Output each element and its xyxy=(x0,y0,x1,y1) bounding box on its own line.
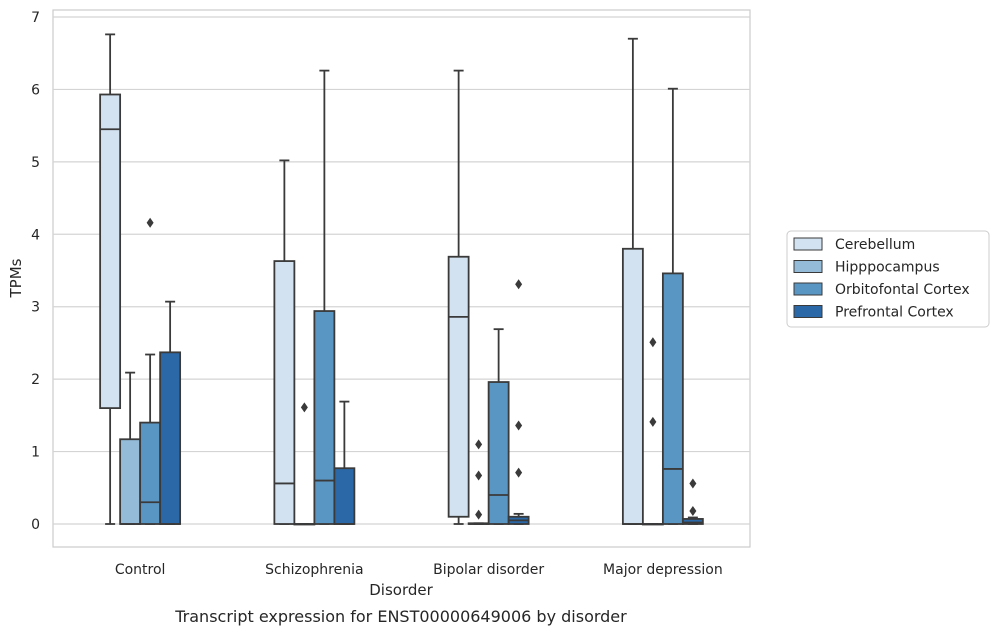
box-plot xyxy=(621,37,644,525)
box-iqr xyxy=(487,381,510,525)
legend-swatch xyxy=(793,282,823,296)
box-iqr xyxy=(139,421,162,525)
y-tick-label: 0 xyxy=(31,517,40,533)
outlier-point xyxy=(475,439,483,450)
x-tick-label: Major depression xyxy=(603,562,723,578)
box-plot xyxy=(681,478,704,525)
y-tick-label: 2 xyxy=(31,372,40,388)
chart-caption: Transcript expression for ENST0000064900… xyxy=(174,607,627,626)
box-iqr xyxy=(333,467,356,525)
box-iqr xyxy=(661,272,684,525)
legend-frame xyxy=(786,230,990,328)
box-iqr xyxy=(621,247,644,525)
legend-label: Cerebellum xyxy=(835,237,915,253)
box-plot xyxy=(487,328,510,525)
y-axis-label: TPMs xyxy=(7,258,25,298)
y-tick-label: 3 xyxy=(31,300,40,316)
box-plots xyxy=(99,33,704,526)
outlier-point xyxy=(515,467,523,478)
box-plot xyxy=(333,400,356,525)
box-iqr xyxy=(99,93,122,410)
legend-label: Orbitofontal Cortex xyxy=(835,282,970,298)
y-tick-label: 1 xyxy=(31,445,40,461)
outlier-point xyxy=(649,416,657,427)
outlier-point xyxy=(515,279,523,290)
y-tick-label: 6 xyxy=(31,82,40,98)
box-iqr xyxy=(273,260,296,525)
box-plot xyxy=(507,279,530,525)
outlier-point xyxy=(649,337,657,348)
box-iqr xyxy=(119,438,142,525)
box-iqr xyxy=(313,310,336,525)
outlier-point xyxy=(146,217,154,228)
legend: Cerebellum Hipppocampus Orbitofontal Corte… xyxy=(786,230,990,328)
y-tick-label: 5 xyxy=(31,155,40,171)
box-iqr xyxy=(159,351,182,525)
y-tick-label: 4 xyxy=(31,227,40,243)
legend-label: Hipppocampus xyxy=(835,260,940,276)
x-tick-label: Control xyxy=(115,562,166,578)
box-plot xyxy=(661,87,684,525)
x-tick-label: Bipolar disorder xyxy=(433,562,544,578)
box-plot xyxy=(273,159,296,525)
outlier-point xyxy=(300,402,308,413)
y-tick-label: 7 xyxy=(31,10,40,26)
outlier-point xyxy=(689,505,697,516)
y-tick-labels: 0 1 2 3 4 5 6 7 xyxy=(31,10,40,533)
box-iqr xyxy=(681,518,704,525)
box-plot xyxy=(447,69,470,525)
legend-swatch xyxy=(793,237,823,251)
outlier-point xyxy=(475,509,483,520)
box-plot xyxy=(99,33,122,525)
legend-swatch xyxy=(793,260,823,273)
x-tick-label: Schizophrenia xyxy=(265,562,363,578)
x-axis-label: Disorder xyxy=(369,581,433,599)
box-plot xyxy=(467,439,490,525)
box-iqr xyxy=(447,255,470,518)
outlier-point xyxy=(475,470,483,481)
box-plot xyxy=(159,300,182,525)
box-plot xyxy=(313,69,336,525)
legend-swatch xyxy=(793,305,823,318)
x-tick-labels: Control Schizophrenia Bipolar disorder Majo… xyxy=(115,562,723,578)
legend-label: Prefrontal Cortex xyxy=(835,305,954,321)
outlier-point xyxy=(689,478,697,489)
outlier-point xyxy=(515,420,523,431)
